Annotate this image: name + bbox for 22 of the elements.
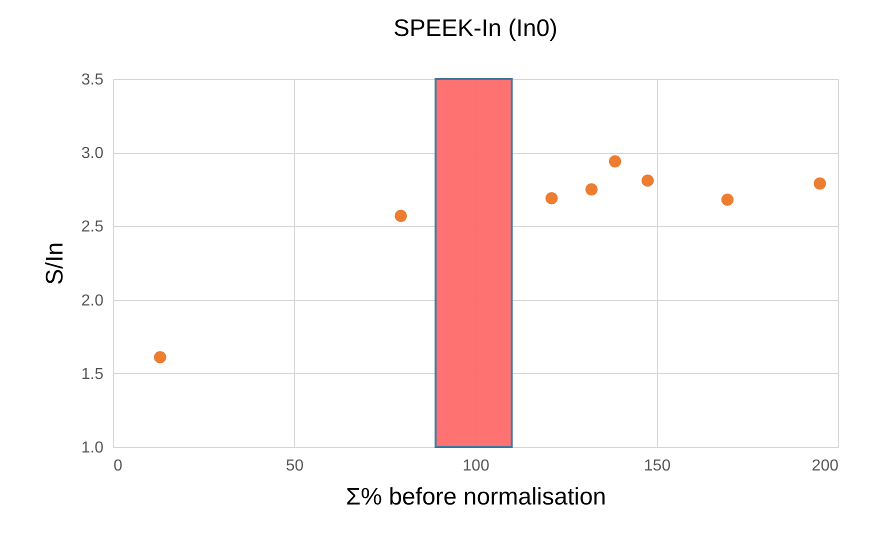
point	[154, 351, 166, 364]
x-tick-label: 150	[644, 458, 671, 474]
y-tick-label: 1.0	[81, 440, 104, 456]
y-tick-label: 2.5	[81, 218, 104, 236]
point	[814, 177, 826, 190]
x-tick-label: 100	[462, 458, 490, 474]
y-tick-label: 2.0	[81, 292, 104, 310]
point	[394, 210, 407, 222]
point	[546, 192, 558, 204]
y-tick-label: 3.5	[81, 72, 104, 88]
point	[721, 194, 734, 206]
x-axis-title: Σ% before normalisation	[346, 484, 606, 510]
point	[608, 155, 622, 168]
point	[642, 174, 654, 187]
y-axis-title: S/In	[41, 242, 68, 285]
chart-title: SPEEK-In (In0)	[393, 15, 558, 42]
y-tick-label: 1.5	[81, 366, 104, 383]
x-tick-label: 50	[286, 458, 304, 474]
x-tick-label: 0	[114, 458, 122, 474]
y-tick-label: 3.0	[81, 145, 104, 162]
point	[585, 183, 598, 196]
x-tick-label: 200	[812, 458, 839, 474]
